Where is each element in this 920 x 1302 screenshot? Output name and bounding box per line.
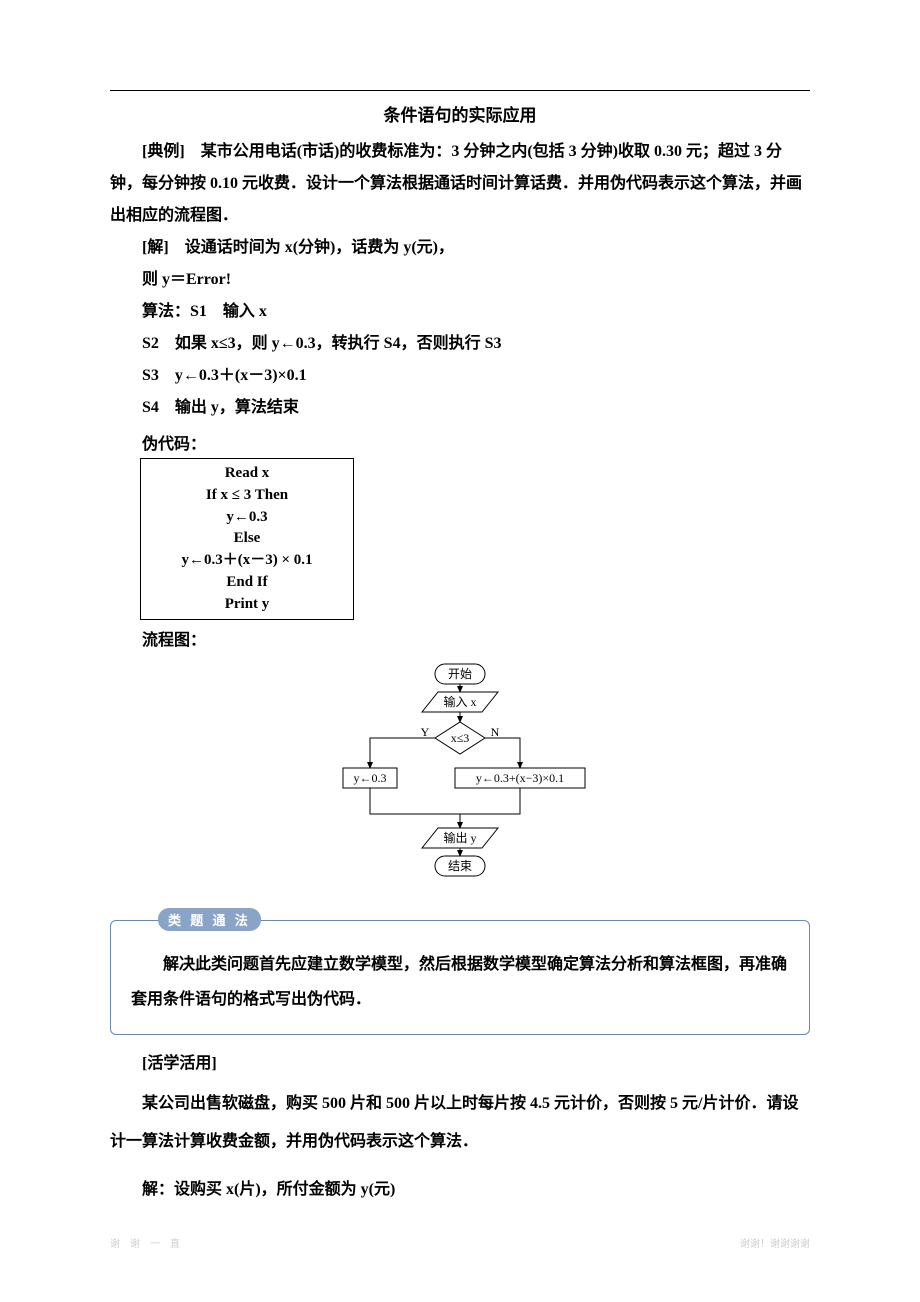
practice-problem: 某公司出售软磁盘，购买 500 片和 500 片以上时每片按 4.5 元计价，否… bbox=[110, 1085, 810, 1162]
pseudo-line-4: y←0.3＋(x－3) × 0.1 bbox=[147, 550, 347, 572]
page: 条件语句的实际应用 [典例] 某市公用电话(市话)的收费标准为：3 分钟之内(包… bbox=[0, 0, 920, 1260]
pseudo-line-5: End If bbox=[147, 572, 347, 594]
pseudocode-box: Read x If x ≤ 3 Then y←0.3 Else y←0.3＋(x… bbox=[140, 458, 354, 620]
solution-setup: [解] 设通话时间为 x(分钟)，话费为 y(元)， bbox=[110, 232, 810, 264]
note-box-wrap: 类 题 通 法 解决此类问题首先应建立数学模型，然后根据数学模型确定算法分析和算… bbox=[110, 920, 810, 1034]
flowchart-label: 流程图： bbox=[110, 626, 810, 650]
svg-text:Y: Y bbox=[421, 725, 430, 739]
footer: 谢 谢 一 直 谢谢！谢谢谢谢 bbox=[110, 1235, 810, 1250]
note-text: 解决此类问题首先应建立数学模型，然后根据数学模型确定算法分析和算法框图，再准确套… bbox=[131, 947, 789, 1017]
example-body: 某市公用电话(市话)的收费标准为：3 分钟之内(包括 3 分钟)收取 0.30 … bbox=[110, 143, 802, 224]
algo-s1-text: S1 输入 x bbox=[190, 303, 267, 320]
pseudo-line-1: If x ≤ 3 Then bbox=[147, 485, 347, 507]
svg-text:y←0.3+(x−3)×0.1: y←0.3+(x−3)×0.1 bbox=[476, 771, 564, 785]
solution-label: [解] bbox=[142, 239, 169, 256]
pseudo-line-0: Read x bbox=[147, 463, 347, 485]
pseudo-line-2: y←0.3 bbox=[147, 507, 347, 529]
svg-text:N: N bbox=[491, 725, 500, 739]
svg-text:开始: 开始 bbox=[448, 667, 472, 681]
algo-s3: S3 y←0.3＋(x－3)×0.1 bbox=[110, 360, 810, 392]
algo-label: 算法： bbox=[142, 303, 190, 320]
example-paragraph: [典例] 某市公用电话(市话)的收费标准为：3 分钟之内(包括 3 分钟)收取 … bbox=[110, 136, 810, 232]
solution-setup-text: 设通话时间为 x(分钟)，话费为 y(元)， bbox=[185, 239, 454, 256]
example-label: [典例] bbox=[142, 143, 185, 160]
algo-s2: S2 如果 x≤3，则 y←0.3，转执行 S4，否则执行 S3 bbox=[110, 328, 810, 360]
pseudo-line-3: Else bbox=[147, 528, 347, 550]
top-rule bbox=[110, 90, 810, 91]
algo-s1: 算法：S1 输入 x bbox=[110, 296, 810, 328]
practice-label: [活学活用] bbox=[110, 1049, 810, 1073]
footer-left: 谢 谢 一 直 bbox=[110, 1235, 180, 1250]
footer-right: 谢谢！谢谢谢谢 bbox=[740, 1235, 810, 1250]
flowchart-svg: 开始输入 x x≤3 Y Ny←0.3 y←0.3+(x−3)×0.1 输出 y 结束 bbox=[330, 660, 590, 890]
svg-text:y←0.3: y←0.3 bbox=[354, 771, 387, 785]
pseudo-line-6: Print y bbox=[147, 594, 347, 616]
flowchart: 开始输入 x x≤3 Y Ny←0.3 y←0.3+(x−3)×0.1 输出 y 结束 bbox=[330, 660, 590, 890]
note-box: 解决此类问题首先应建立数学模型，然后根据数学模型确定算法分析和算法框图，再准确套… bbox=[110, 920, 810, 1034]
note-badge: 类 题 通 法 bbox=[158, 908, 261, 931]
svg-text:输入 x: 输入 x bbox=[443, 694, 476, 709]
page-title: 条件语句的实际应用 bbox=[110, 101, 810, 126]
svg-text:x≤3: x≤3 bbox=[451, 731, 470, 745]
algo-s4: S4 输出 y，算法结束 bbox=[110, 392, 810, 424]
svg-text:结束: 结束 bbox=[448, 859, 472, 873]
svg-text:输出 y: 输出 y bbox=[443, 830, 476, 845]
pseudocode-label: 伪代码： bbox=[110, 430, 810, 454]
solution-then-line: 则 y＝Error! bbox=[110, 264, 810, 296]
practice-answer-lead: 解：设购买 x(片)，所付金额为 y(元) bbox=[110, 1171, 810, 1209]
